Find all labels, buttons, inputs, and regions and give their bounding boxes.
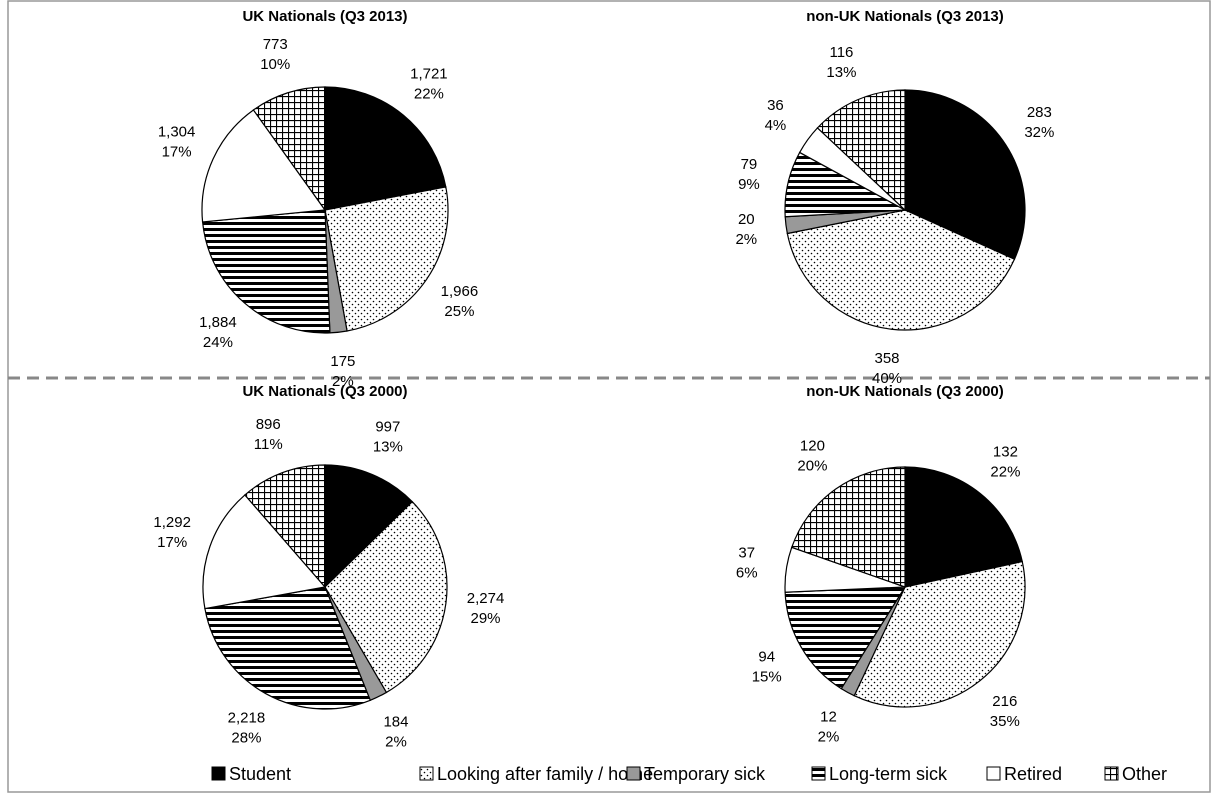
pie-slice	[202, 494, 327, 610]
chart-title: UK Nationals (Q3 2000)	[242, 383, 407, 400]
value-label: 896	[256, 416, 281, 433]
percent-label: 40%	[872, 370, 902, 387]
pie-slice	[244, 464, 326, 589]
legend-swatch	[419, 766, 434, 781]
percent-label: 22%	[990, 463, 1020, 480]
value-label: 1,884	[199, 314, 237, 331]
pie-slice	[201, 109, 327, 223]
value-label: 175	[330, 353, 355, 370]
percent-label: 20%	[797, 457, 827, 474]
value-label: 1,304	[158, 124, 196, 141]
pie-slice	[786, 209, 1016, 331]
percent-label: 15%	[752, 668, 782, 685]
percent-label: 22%	[414, 85, 444, 102]
pie-slice	[853, 560, 1026, 708]
value-label: 36	[767, 97, 784, 114]
value-label: 1,292	[153, 514, 191, 531]
pie-slice	[252, 86, 326, 212]
percent-label: 2%	[735, 231, 757, 248]
chart-title: UK Nationals (Q3 2013)	[242, 8, 407, 25]
legend-swatch	[1104, 766, 1119, 781]
legend-label: Student	[229, 764, 291, 784]
legend-swatch	[211, 766, 226, 781]
value-label: 1,721	[410, 65, 448, 82]
percent-label: 17%	[162, 144, 192, 161]
chart-title: non-UK Nationals (Q3 2013)	[806, 8, 1004, 25]
value-label: 79	[741, 156, 758, 173]
percent-label: 24%	[203, 334, 233, 351]
pie-slice	[324, 186, 449, 332]
percent-label: 9%	[738, 176, 760, 193]
value-label: 184	[383, 714, 408, 731]
pie-slice	[784, 586, 907, 690]
legend-label: Long-term sick	[829, 764, 948, 784]
percent-label: 13%	[373, 439, 403, 456]
frame	[7, 0, 1211, 793]
pie-slice	[201, 209, 331, 334]
percent-label: 11%	[254, 436, 283, 453]
legend-label: Retired	[1004, 764, 1062, 784]
value-label: 37	[738, 545, 755, 562]
legend-swatch	[626, 766, 641, 781]
value-label: 1,966	[441, 283, 479, 300]
percent-label: 28%	[231, 730, 261, 747]
value-label: 773	[263, 36, 288, 53]
legend-label: Looking after family / home	[437, 764, 653, 784]
value-label: 216	[992, 693, 1017, 710]
pie-slice	[324, 464, 414, 589]
legend-swatch	[811, 766, 826, 781]
pie-slice	[904, 89, 1026, 261]
percent-label: 10%	[260, 56, 290, 73]
percent-label: 25%	[444, 303, 474, 320]
percent-label: 6%	[736, 565, 758, 582]
percent-label: 17%	[157, 534, 187, 551]
value-label: 12	[820, 708, 837, 725]
legend-swatch	[986, 766, 1001, 781]
value-label: 997	[375, 419, 400, 436]
legend-label: Temporary sick	[644, 764, 766, 784]
pie-slice	[904, 466, 1023, 588]
pie-slice	[816, 89, 906, 212]
legend-label: Other	[1122, 764, 1167, 784]
pie-slice	[790, 466, 906, 588]
value-label: 20	[738, 211, 755, 228]
percent-label: 2%	[385, 734, 407, 751]
value-label: 94	[758, 648, 775, 665]
value-label: 132	[993, 443, 1018, 460]
value-label: 283	[1027, 104, 1052, 121]
percent-label: 2%	[332, 373, 354, 390]
chart-title: non-UK Nationals (Q3 2000)	[806, 383, 1004, 400]
pie-slice	[324, 86, 447, 211]
pie-slice	[204, 586, 372, 710]
value-label: 120	[800, 437, 825, 454]
percent-label: 4%	[765, 117, 787, 134]
pie-slice	[324, 500, 448, 694]
percent-label: 13%	[826, 64, 856, 81]
value-label: 116	[829, 44, 853, 61]
value-label: 358	[874, 350, 899, 367]
percent-label: 32%	[1024, 124, 1054, 141]
value-label: 2,218	[228, 710, 266, 727]
percent-label: 2%	[818, 728, 840, 745]
percent-label: 29%	[471, 610, 501, 627]
value-label: 2,274	[467, 590, 505, 607]
percent-label: 35%	[990, 713, 1020, 730]
